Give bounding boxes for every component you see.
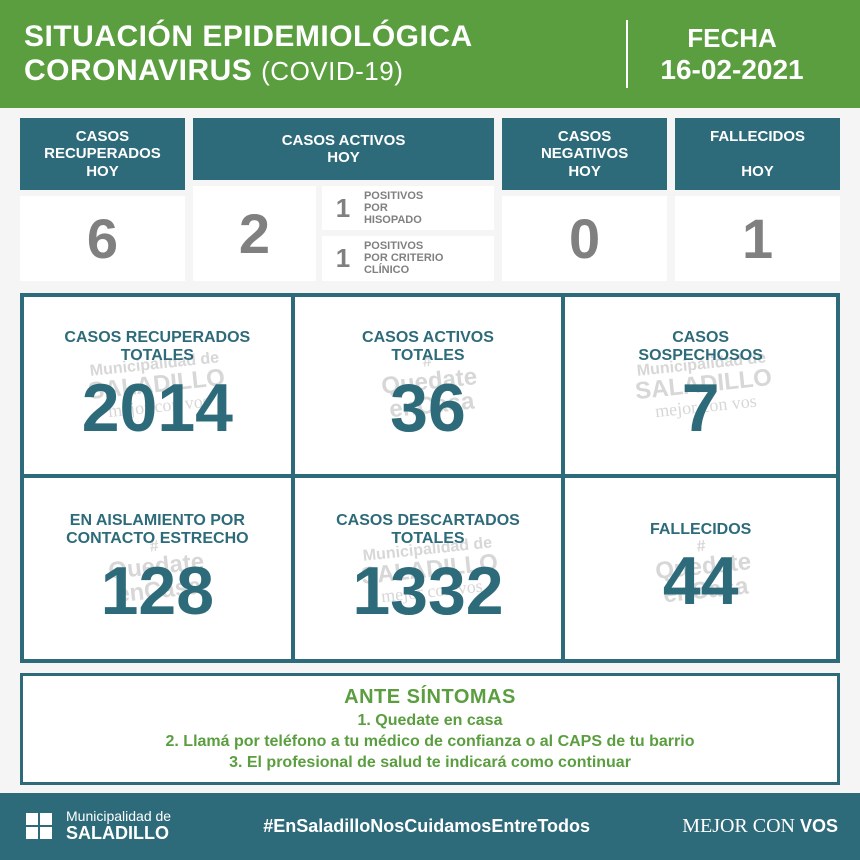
today-active-hisopado: 1 POSITIVOSPORHISOPADO xyxy=(322,186,494,230)
today-recovered: CASOS RECUPERADOS HOY 6 xyxy=(20,118,185,281)
totals-section: Municipalidad de SALADILLO mejor con vos… xyxy=(0,287,860,671)
footer: Municipalidad de SALADILLO #EnSaladilloN… xyxy=(0,793,860,860)
title-line2a: CORONAVIRUS xyxy=(24,54,252,87)
symptoms-box: ANTE SÍNTOMAS 1. Quedate en casa 2. Llam… xyxy=(20,673,840,785)
symptoms-item-2: 2. Llamá por teléfono a tu médico de con… xyxy=(37,733,823,751)
total-suspect: CASOSSOSPECHOSOS 7 xyxy=(565,297,836,478)
footer-logo-text: Municipalidad de SALADILLO xyxy=(66,809,171,844)
infographic-page: SITUACIÓN EPIDEMIOLÓGICA CORONAVIRUS (CO… xyxy=(0,0,860,860)
today-recovered-header: CASOS RECUPERADOS HOY xyxy=(20,118,185,190)
total-recovered: CASOS RECUPERADOSTOTALES 2014 xyxy=(24,297,295,478)
today-recovered-value: 6 xyxy=(20,196,185,281)
footer-hashtag: #EnSaladilloNosCuidamosEntreTodos xyxy=(189,816,664,837)
today-active-clinico: 1 POSITIVOSPOR CRITERIOCLÍNICO xyxy=(322,236,494,280)
symptoms-item-1: 1. Quedate en casa xyxy=(37,712,823,730)
date-label: FECHA xyxy=(687,23,777,54)
header: SITUACIÓN EPIDEMIOLÓGICA CORONAVIRUS (CO… xyxy=(0,0,860,108)
today-active-value: 2 xyxy=(193,186,316,281)
symptoms-item-3: 3. El profesional de salud te indicará c… xyxy=(37,754,823,772)
title-line2b: (COVID-19) xyxy=(261,56,403,86)
today-active-breakdown: 1 POSITIVOSPORHISOPADO 1 POSITIVOSPOR CR… xyxy=(322,186,494,281)
today-deaths-value: 1 xyxy=(675,196,840,281)
footer-slogan: MEJOR CON VOS xyxy=(682,815,838,838)
footer-logo: Municipalidad de SALADILLO xyxy=(22,809,171,844)
symptoms-title: ANTE SÍNTOMAS xyxy=(37,686,823,709)
today-row: CASOS RECUPERADOS HOY 6 CASOS ACTIVOS HO… xyxy=(0,108,860,287)
header-title: SITUACIÓN EPIDEMIOLÓGICA CORONAVIRUS (CO… xyxy=(24,20,610,88)
today-active-header: CASOS ACTIVOS HOY xyxy=(193,118,494,180)
today-deaths-header: FALLECIDOS HOY xyxy=(675,118,840,190)
title-line2: CORONAVIRUS (COVID-19) xyxy=(24,54,610,88)
total-deaths: FALLECIDOS 44 xyxy=(565,478,836,659)
title-line1: SITUACIÓN EPIDEMIOLÓGICA xyxy=(24,20,610,54)
today-active: CASOS ACTIVOS HOY 2 1 POSITIVOSPORHISOPA… xyxy=(193,118,494,281)
today-negative: CASOS NEGATIVOS HOY 0 xyxy=(502,118,667,281)
municipality-icon xyxy=(22,809,56,843)
totals-grid: CASOS RECUPERADOSTOTALES 2014 CASOS ACTI… xyxy=(20,293,840,663)
today-negative-header: CASOS NEGATIVOS HOY xyxy=(502,118,667,190)
total-discarded: CASOS DESCARTADOSTOTALES 1332 xyxy=(295,478,566,659)
today-negative-value: 0 xyxy=(502,196,667,281)
date-value: 16-02-2021 xyxy=(660,54,803,86)
today-deaths: FALLECIDOS HOY 1 xyxy=(675,118,840,281)
total-isolation: EN AISLAMIENTO PORCONTACTO ESTRECHO 128 xyxy=(24,478,295,659)
today-active-body: 2 1 POSITIVOSPORHISOPADO 1 POSITIVOSPOR … xyxy=(193,186,494,281)
total-active: CASOS ACTIVOSTOTALES 36 xyxy=(295,297,566,478)
header-date: FECHA 16-02-2021 xyxy=(626,20,836,88)
